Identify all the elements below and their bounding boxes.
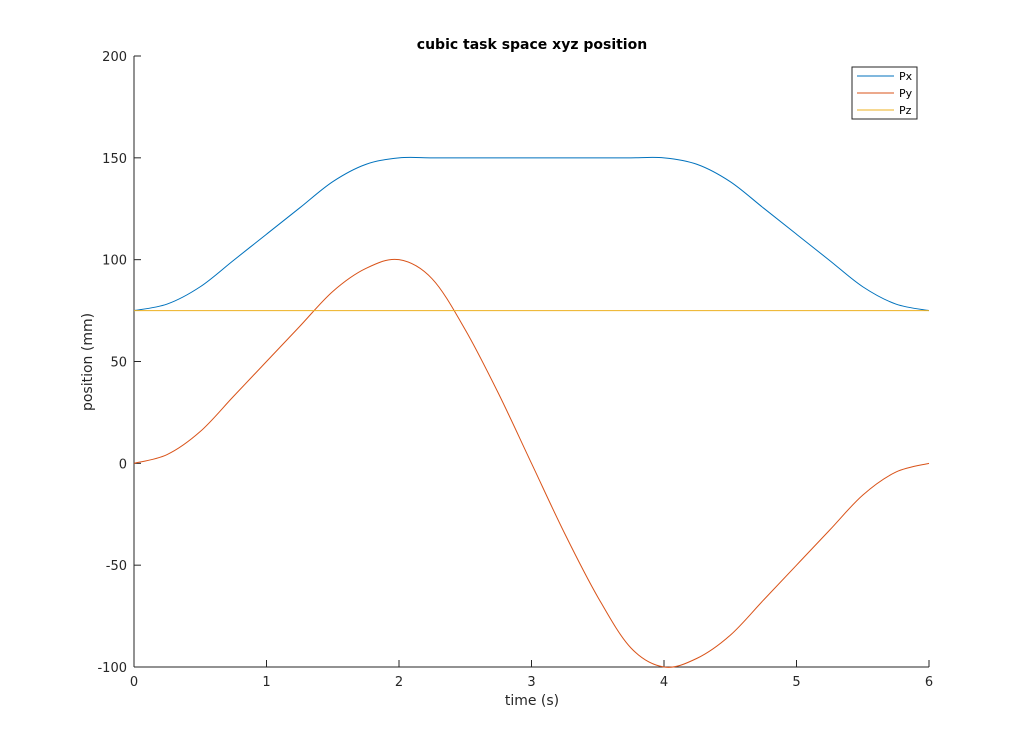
x-tick-label: 3 [527,675,535,690]
plot-area: 0 1 2 3 4 5 6 -100 -50 0 50 100 150 200 [97,50,933,690]
y-axis-label: position (mm) [80,313,96,411]
series-line-py [133,258,930,668]
chart-title: cubic task space xyz position [417,37,647,53]
y-tick-label: -50 [106,559,127,574]
x-tick-label: 0 [130,675,138,690]
y-tick-label: 0 [119,457,127,472]
x-axis-label: time (s) [505,693,559,709]
y-tick-label: 200 [102,50,127,65]
legend-label-pz: Pz [899,104,912,117]
legend: Px Py Pz [851,66,918,120]
y-tick-label: -100 [97,661,127,676]
x-tick-label: 5 [792,675,800,690]
legend-label-px: Px [899,70,913,83]
x-tick-label: 2 [395,675,403,690]
y-tick-label: 100 [102,254,127,269]
series-line-px [133,156,930,312]
x-tick-label: 6 [925,675,933,690]
x-tick-label: 1 [262,675,270,690]
x-tick-label: 4 [660,675,668,690]
y-tick-label: 50 [110,356,127,371]
legend-label-py: Py [899,87,913,100]
y-tick-label: 150 [102,152,127,167]
